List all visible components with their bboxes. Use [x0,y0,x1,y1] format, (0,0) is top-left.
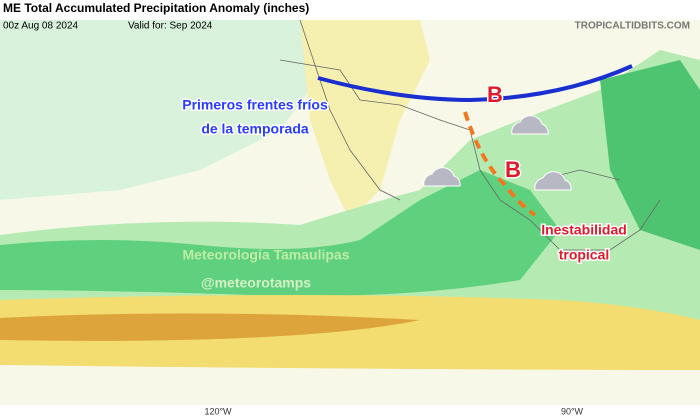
annotation-text: Inestabilidad [541,222,627,238]
cold-front [317,64,633,103]
annotation-text: tropical [559,247,610,263]
wet-strong [0,170,560,296]
cloud-icons [423,115,572,191]
dry-anomaly [300,20,430,220]
tropical-wave [463,111,537,217]
watermark: @meteorotamps [201,275,311,291]
header-bg [0,0,700,20]
map [0,19,700,405]
nw-anomaly [0,20,310,200]
low-marker: B [487,82,503,107]
wet-east [600,60,700,250]
footer-bg [0,405,700,420]
source: TROPICALTIDBITS.COM [575,21,690,32]
annotation-text: Primeros frentes fríos [182,97,328,113]
lon-label: 120°W [204,406,232,416]
watermark: Meteorología Tamaulipas [183,247,350,263]
header: ME Total Accumulated Precipitation Anoma… [0,0,700,32]
init-time: 00z Aug 08 2024 [3,21,79,32]
lon-label: 90°W [561,406,584,416]
title: ME Total Accumulated Precipitation Anoma… [3,1,309,15]
annotation-text: de la temporada [201,121,309,137]
valid-time: Valid for: Sep 2024 [128,21,213,32]
annotations: Primeros frentes fríos de la temporada B… [181,80,629,291]
low-marker: B [505,157,521,182]
dry-core [0,313,420,341]
